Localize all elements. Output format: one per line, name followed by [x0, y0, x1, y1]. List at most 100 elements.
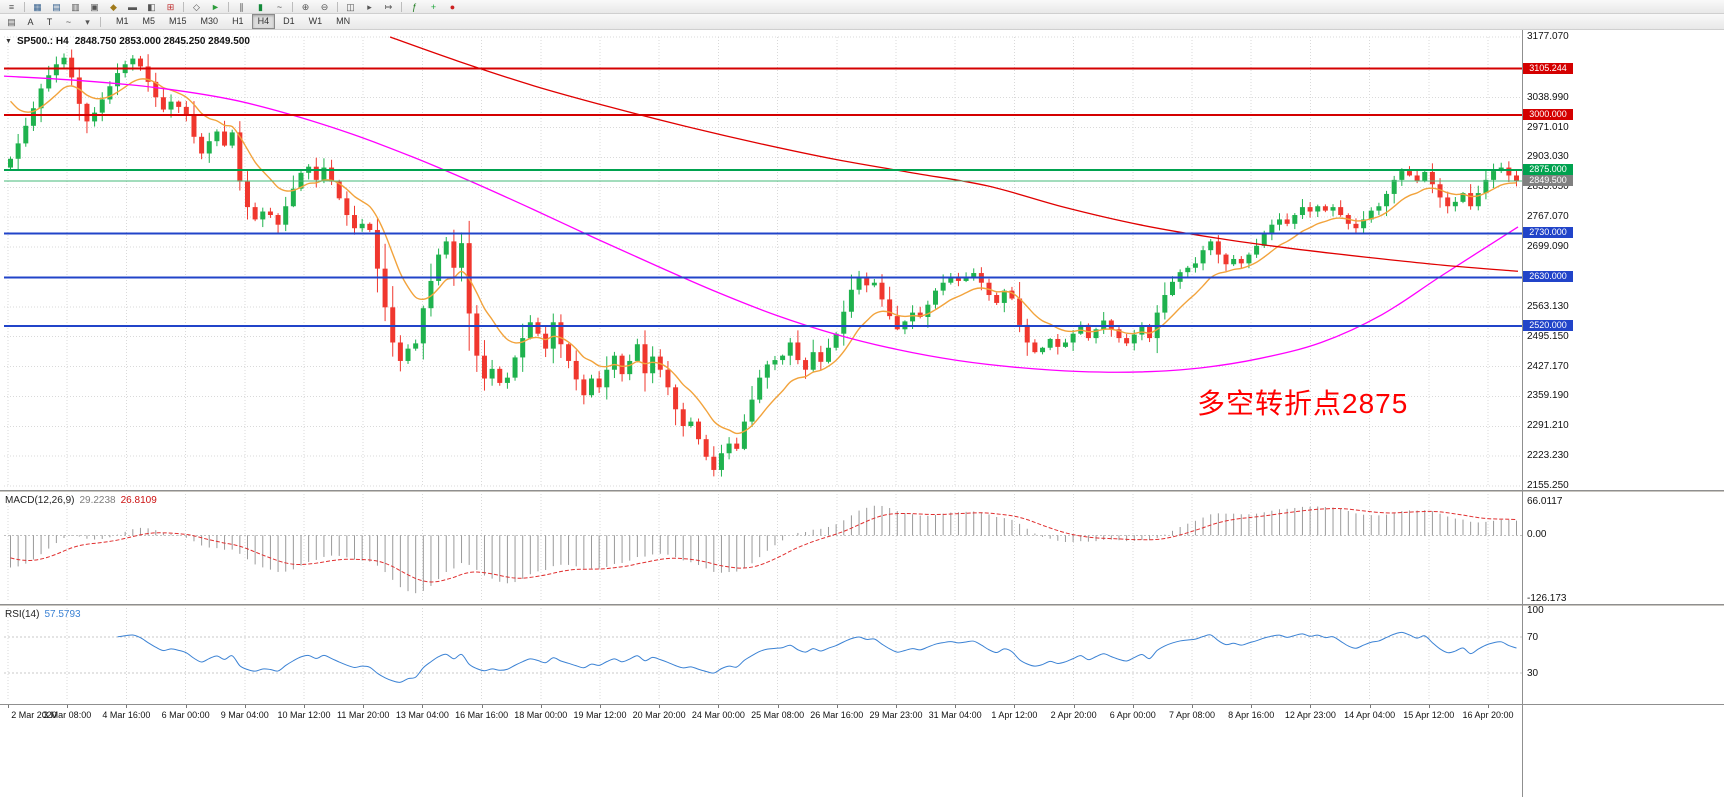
- time-axis-label: 26 Mar 16:00: [810, 710, 864, 720]
- chart-shift-icon[interactable]: ↦: [384, 1, 393, 12]
- toolbar-separator: [292, 1, 293, 12]
- bar-chart-icon[interactable]: ∥: [239, 1, 244, 12]
- navigator-icon[interactable]: ◆: [110, 1, 117, 12]
- timeframe-W1[interactable]: W1: [308, 16, 323, 26]
- timeframe-M15[interactable]: M15: [169, 16, 187, 26]
- ma-red: [389, 36, 1519, 272]
- text-label-icon[interactable]: T: [46, 16, 53, 27]
- auto-scroll-icon[interactable]: ▸: [367, 1, 372, 12]
- zoom-out-icon[interactable]: ⊖: [320, 1, 329, 12]
- time-tick: [1192, 705, 1193, 708]
- time-axis[interactable]: 2 Mar 2020 3 Mar 08:00 4 Mar 16:00 6 Mar 00…: [0, 704, 1724, 797]
- toolbar-separator: [24, 1, 25, 12]
- chart-dropdown-icon[interactable]: ▼: [5, 38, 12, 45]
- record-icon[interactable]: ●: [449, 1, 456, 12]
- candlestick-chart-icon[interactable]: ▮: [258, 1, 263, 12]
- objects-list-icon[interactable]: ▤: [7, 16, 16, 27]
- chart-window: ▼ SP500.: H4 2848.750 2853.000 2845.250 2…: [0, 30, 1724, 797]
- macd-chart[interactable]: [0, 492, 1724, 604]
- toolbar-row-2: ▤ A T ~ ▾ M1 M5 M15 M30 H1 H4 D1 W1 MN: [0, 14, 1724, 30]
- new-order-icon[interactable]: ⊞: [166, 1, 175, 12]
- time-tick: [1014, 705, 1016, 708]
- price-axis-label: 2427.170: [1527, 360, 1569, 372]
- zoom-in-icon[interactable]: ⊕: [301, 1, 310, 12]
- line-chart-icon[interactable]: ~: [276, 1, 283, 12]
- tile-windows-icon[interactable]: ◫: [346, 1, 355, 12]
- rsi-chart[interactable]: [0, 606, 1724, 702]
- time-tick: [244, 705, 246, 708]
- time-tick: [1073, 705, 1075, 708]
- time-axis-label: 18 Mar 00:00: [514, 710, 568, 720]
- timeframe-MN[interactable]: MN: [336, 16, 351, 26]
- profiles-icon[interactable]: ▤: [52, 1, 61, 12]
- macd-histogram: [10, 505, 1517, 594]
- rsi-label: RSI(14) 57.5793: [5, 609, 81, 620]
- time-axis-label: 11 Mar 20:00: [337, 710, 390, 720]
- timeframe-M1[interactable]: M1: [116, 16, 129, 26]
- toolbars-menu-icon[interactable]: ≡: [8, 1, 15, 12]
- terminal-icon[interactable]: ▬: [128, 1, 137, 12]
- timeframe-M30[interactable]: M30: [200, 16, 219, 26]
- autotrading-icon[interactable]: ►: [211, 1, 220, 12]
- macd-signal-line: [10, 508, 1517, 583]
- rsi-axis-label: 30: [1527, 668, 1539, 679]
- price-axis-label: 2699.090: [1527, 241, 1569, 253]
- chart-symbol-period: SP500.: H4: [17, 36, 69, 47]
- time-axis-label: 13 Mar 04:00: [395, 710, 449, 720]
- time-axis-label: 24 Mar 00:00: [691, 710, 745, 720]
- time-tick: [185, 705, 187, 708]
- time-axis-label: 6 Apr 00:00: [1109, 710, 1156, 720]
- time-tick: [67, 705, 69, 708]
- time-axis-label: 19 Mar 12:00: [573, 710, 627, 720]
- indicators-icon[interactable]: ƒ: [411, 1, 417, 12]
- time-axis-label: 20 Mar 20:00: [632, 710, 686, 720]
- toolbar-separator: [228, 1, 229, 12]
- timeframe-H1[interactable]: H1: [232, 16, 244, 26]
- market-watch-icon[interactable]: ▥: [71, 1, 80, 12]
- pane-resize-handle[interactable]: [0, 490, 1724, 492]
- time-tick: [1488, 705, 1489, 708]
- rsi-axis-label: 100: [1527, 605, 1544, 616]
- time-tick: [659, 705, 661, 708]
- price-axis-divider: [1522, 30, 1523, 797]
- ma-magenta: [3, 75, 1519, 373]
- new-chart-icon[interactable]: ▦: [33, 1, 42, 12]
- strategy-tester-icon[interactable]: ◧: [147, 1, 156, 12]
- time-axis-label: 2 Mar 2020: [11, 710, 57, 720]
- price-badge-2730.000: 2730.000: [1523, 227, 1573, 239]
- price-axis-label: 2835.050: [1527, 181, 1569, 193]
- price-axis-label: 2767.070: [1527, 211, 1569, 223]
- data-window-icon[interactable]: ▣: [90, 1, 99, 12]
- time-tick: [718, 705, 720, 708]
- time-tick: [1310, 705, 1312, 708]
- time-axis-label: 4 Mar 16:00: [102, 710, 151, 720]
- price-axis-label: 2223.230: [1527, 450, 1569, 462]
- metaeditor-icon[interactable]: ◇: [193, 1, 200, 12]
- timeframe-M5[interactable]: M5: [142, 16, 156, 26]
- text-tool-icon[interactable]: A: [27, 16, 34, 27]
- time-tick: [540, 705, 542, 708]
- polyline-tool-icon[interactable]: ~: [65, 16, 72, 27]
- price-chart[interactable]: [0, 33, 1724, 490]
- polyline-dropdown-icon[interactable]: ▾: [85, 16, 90, 27]
- time-tick: [955, 705, 957, 708]
- timeframe-H4[interactable]: H4: [251, 14, 276, 29]
- time-axis-label: 1 Apr 12:00: [991, 710, 1038, 720]
- price-axis-label: 2495.150: [1527, 330, 1569, 342]
- time-axis-label: 14 Apr 04:00: [1344, 710, 1396, 720]
- time-tick: [1428, 705, 1430, 708]
- toolbar-row-1: ≡ ▦ ▤ ▥ ▣ ◆ ▬ ◧ ⊞ ◇ ► ∥ ▮ ~ ⊕ ⊖ ◫ ▸ ↦ ƒ + ●: [0, 0, 1724, 14]
- price-axis-label: 2971.010: [1527, 121, 1569, 133]
- pane-resize-handle[interactable]: [0, 604, 1724, 606]
- macd-axis-label: 0.00: [1527, 529, 1547, 541]
- time-axis-label: 25 Mar 08:00: [751, 710, 805, 720]
- add-object-icon[interactable]: +: [430, 1, 437, 12]
- time-axis-label: 31 Mar 04:00: [928, 710, 982, 720]
- toolbar-separator: [100, 16, 101, 27]
- time-axis-label: 3 Mar 08:00: [43, 710, 92, 720]
- rsi-axis-label: 70: [1527, 632, 1539, 643]
- timeframe-D1[interactable]: D1: [283, 16, 295, 26]
- price-badge-2520.000: 2520.000: [1523, 319, 1573, 331]
- chart-annotation[interactable]: 多空转折点2875: [1197, 388, 1409, 419]
